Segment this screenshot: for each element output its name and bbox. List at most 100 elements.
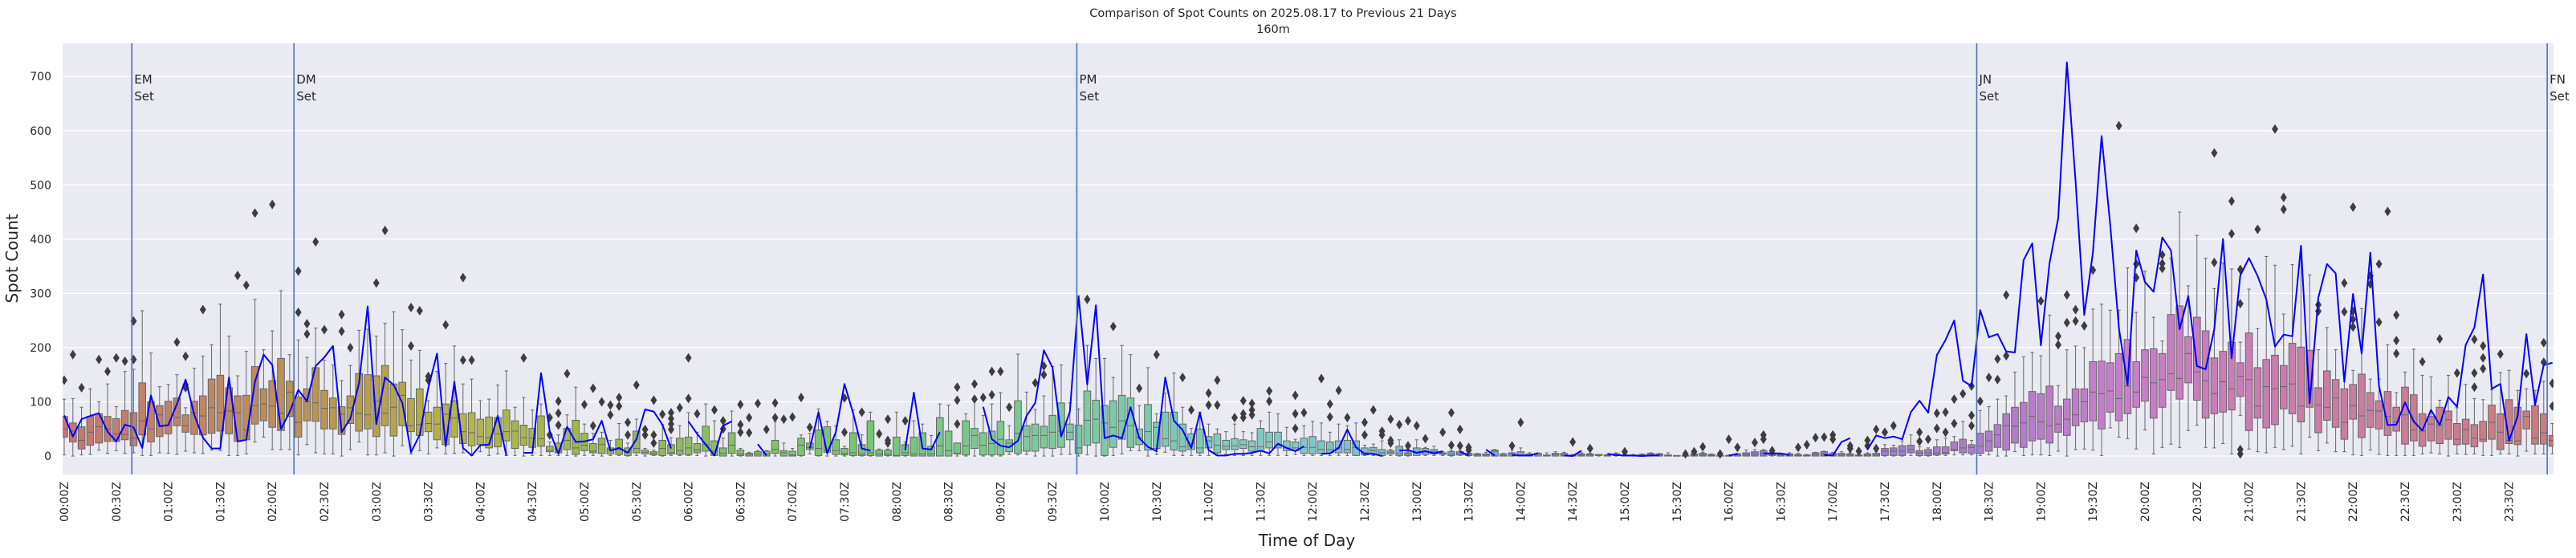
box-232 [2071, 345, 2080, 450]
iqr-box [2479, 421, 2487, 442]
outlier-point [312, 237, 319, 247]
outlier-point [2419, 356, 2426, 367]
box-246 [2193, 234, 2201, 426]
iqr-box [2089, 361, 2097, 422]
iqr-box [476, 418, 485, 446]
box-279 [2479, 399, 2487, 456]
box-27 [294, 339, 303, 456]
box-241 [2150, 316, 2158, 454]
iqr-box [2280, 365, 2288, 409]
event-marker-name: EM [134, 72, 152, 87]
outlier-point [668, 407, 674, 417]
iqr-box [503, 409, 511, 442]
box-72 [684, 412, 693, 456]
box-104 [962, 413, 971, 457]
outlier-point [1084, 294, 1091, 304]
iqr-box [546, 446, 554, 453]
outlier-point [763, 424, 770, 434]
outlier-point [1682, 449, 1689, 459]
x-tick-label: 00:30Z [111, 482, 124, 522]
outlier-point [954, 382, 961, 393]
outlier-point [2159, 263, 2166, 274]
outlier-point [1622, 446, 1628, 457]
x-tick-label: 22:30Z [2399, 482, 2412, 522]
box-52 [511, 406, 519, 456]
outlier-point [2228, 196, 2235, 206]
iqr-box [719, 447, 727, 457]
x-tick-label: 18:00Z [1931, 482, 1944, 522]
iqr-box [597, 438, 606, 454]
box-43 [433, 371, 442, 449]
chart-title: Comparison of Spot Counts on 2025.08.17 … [1089, 7, 1456, 20]
iqr-box [1256, 428, 1265, 452]
iqr-box [1959, 438, 1967, 454]
iqr-box [2228, 341, 2236, 411]
outlier-point [1205, 388, 1212, 398]
x-tick-label: 23:00Z [2452, 482, 2464, 522]
box-98 [910, 420, 918, 457]
box-81 [763, 450, 771, 457]
iqr-box [190, 401, 198, 435]
box-139 [1265, 411, 1274, 456]
outlier-point [295, 266, 302, 276]
iqr-box [2470, 424, 2479, 448]
iqr-box [1031, 423, 1040, 452]
box-11 [156, 386, 164, 454]
outlier-point [607, 409, 614, 420]
outlier-point [555, 420, 562, 430]
iqr-box [294, 396, 303, 438]
outlier-point [625, 430, 631, 440]
outlier-point [737, 427, 744, 438]
outlier-point [668, 413, 674, 424]
outlier-point [581, 399, 588, 409]
box-228 [2037, 355, 2045, 456]
outlier-point [1326, 412, 1333, 422]
box-163 [1473, 453, 1482, 457]
box-153 [1386, 449, 1395, 456]
outlier-point [104, 366, 111, 377]
box-216 [1933, 439, 1941, 456]
box-83 [779, 442, 788, 457]
outlier-point [988, 389, 995, 400]
outlier-point [2133, 223, 2140, 234]
event-marker-set: Set [2550, 89, 2570, 104]
box-127 [1161, 393, 1170, 453]
x-tick-label: 05:00Z [579, 482, 592, 522]
outlier-point [321, 324, 328, 335]
box-236 [2106, 309, 2114, 429]
box-108 [996, 392, 1005, 457]
x-tick-label: 20:00Z [2139, 482, 2152, 522]
iqr-box [2392, 406, 2400, 432]
outlier-point [2480, 340, 2487, 351]
box-0 [63, 398, 68, 456]
iqr-box [1308, 436, 1317, 454]
iqr-box [1950, 441, 1959, 451]
outlier-point [242, 280, 250, 291]
outlier-point [2228, 229, 2235, 239]
x-tick-labels: 00:00Z 00:30Z 01:00Z 01:30Z 02:00Z 02:30Z 03:0… [59, 482, 2517, 522]
box-281 [2497, 372, 2505, 454]
iqr-box [927, 446, 935, 457]
x-tick-label: 13:30Z [1463, 482, 1476, 522]
iqr-box [736, 450, 745, 456]
outlier-point [1855, 446, 1862, 456]
outlier-point [2393, 336, 2400, 346]
outlier-point [2341, 307, 2348, 317]
box-211 [1890, 445, 1898, 457]
box-34 [355, 329, 363, 442]
iqr-box [1109, 400, 1117, 448]
box-219 [1959, 421, 1967, 456]
iqr-box [2184, 336, 2192, 384]
outlier-point [1439, 427, 1447, 438]
box-222 [1984, 406, 1993, 456]
iqr-box [2358, 373, 2366, 438]
box-175 [1577, 452, 1585, 457]
outlier-point [685, 352, 692, 363]
outlier-point [347, 342, 354, 352]
iqr-box [450, 400, 458, 438]
iqr-box [1213, 433, 1222, 454]
outlier-point [416, 306, 423, 316]
box-261 [2323, 327, 2331, 444]
iqr-box [250, 366, 259, 425]
